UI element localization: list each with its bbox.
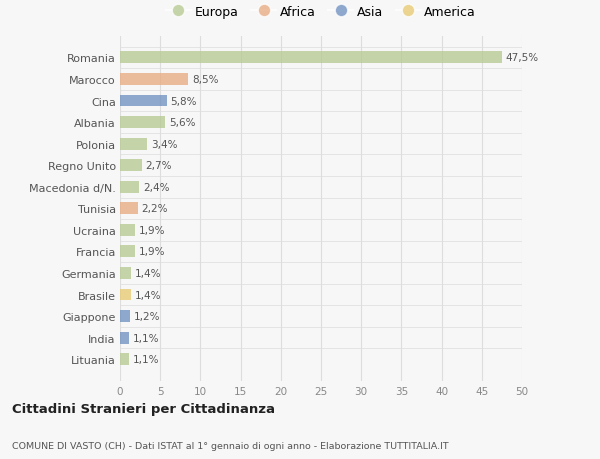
Bar xyxy=(120,353,129,365)
Bar xyxy=(120,95,167,107)
Text: 1,9%: 1,9% xyxy=(139,247,166,257)
Bar xyxy=(120,224,135,236)
Text: 1,9%: 1,9% xyxy=(139,225,166,235)
Text: 2,2%: 2,2% xyxy=(142,204,168,214)
Bar xyxy=(120,246,135,258)
Text: 1,4%: 1,4% xyxy=(135,269,162,278)
Bar xyxy=(120,310,130,322)
Text: 2,7%: 2,7% xyxy=(146,161,172,171)
Bar xyxy=(120,139,148,150)
Bar xyxy=(120,181,139,193)
Text: 1,1%: 1,1% xyxy=(133,354,160,364)
Text: 5,6%: 5,6% xyxy=(169,118,196,128)
Text: 5,8%: 5,8% xyxy=(170,96,197,106)
Bar xyxy=(120,160,142,172)
Text: 1,2%: 1,2% xyxy=(134,311,160,321)
Text: 47,5%: 47,5% xyxy=(506,53,539,63)
Legend: Europa, Africa, Asia, America: Europa, Africa, Asia, America xyxy=(161,0,481,23)
Bar xyxy=(120,332,129,344)
Text: 8,5%: 8,5% xyxy=(193,75,219,85)
Bar xyxy=(120,203,137,215)
Bar xyxy=(120,268,131,279)
Text: 3,4%: 3,4% xyxy=(151,140,178,149)
Bar xyxy=(120,74,188,86)
Text: COMUNE DI VASTO (CH) - Dati ISTAT al 1° gennaio di ogni anno - Elaborazione TUTT: COMUNE DI VASTO (CH) - Dati ISTAT al 1° … xyxy=(12,441,449,450)
Text: 1,4%: 1,4% xyxy=(135,290,162,300)
Bar xyxy=(120,52,502,64)
Text: 2,4%: 2,4% xyxy=(143,182,170,192)
Bar xyxy=(120,117,165,129)
Bar xyxy=(120,289,131,301)
Text: Cittadini Stranieri per Cittadinanza: Cittadini Stranieri per Cittadinanza xyxy=(12,403,275,415)
Text: 1,1%: 1,1% xyxy=(133,333,160,343)
